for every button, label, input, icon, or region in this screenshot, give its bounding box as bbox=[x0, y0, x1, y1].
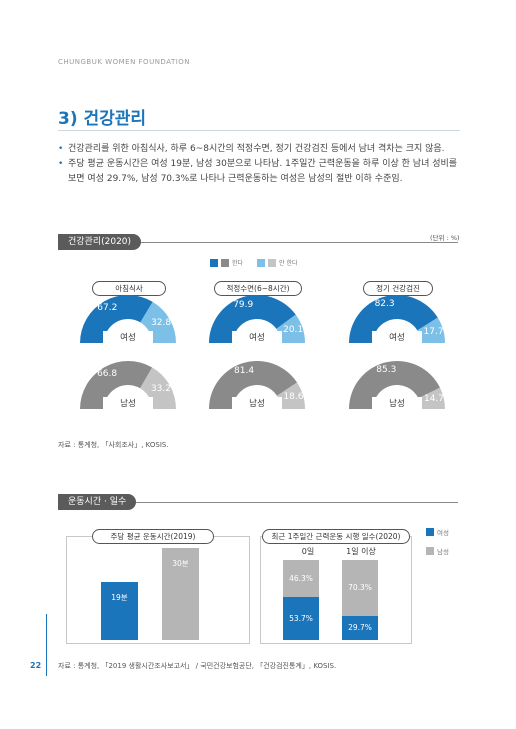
male-center-label: 남성 bbox=[372, 397, 422, 409]
strength-0-female-bar bbox=[283, 597, 319, 640]
legend-swatch-male bbox=[426, 547, 434, 555]
section2-source: 자료 : 통계청, 「2019 생활시간조사보고서」 / 국민건강보험공단, 「… bbox=[58, 662, 337, 670]
legend-do-label: 한다 bbox=[232, 260, 244, 267]
legend-swatch-male-do bbox=[221, 258, 229, 267]
female-dont-value: 17.7 bbox=[423, 326, 444, 337]
legend-swatch-female bbox=[426, 528, 434, 536]
female-do-value: 67.2 bbox=[97, 302, 118, 313]
strength-1plus-male-label: 70.3% bbox=[348, 583, 372, 593]
female-do-segment bbox=[80, 295, 153, 343]
page-number: 22 bbox=[30, 661, 42, 670]
strength-days-title: 최근 1주일간 근력운동 시행 일수(2020) bbox=[262, 529, 410, 544]
donut-legend: 한다 안 한다 bbox=[210, 258, 298, 267]
title-rule bbox=[58, 130, 460, 131]
male-dont-segment bbox=[140, 367, 176, 409]
female-center-label: 여성 bbox=[372, 331, 422, 343]
legend-swatch-female-do bbox=[210, 258, 218, 267]
male-do-segment bbox=[209, 361, 298, 409]
male-do-value: 85.3 bbox=[376, 365, 397, 375]
male-do-value: 81.4 bbox=[234, 365, 255, 376]
legend-female: 여성 bbox=[426, 527, 449, 537]
strength-1plus-female-label: 29.7% bbox=[348, 623, 372, 633]
bullet-list: 건강관리를 위한 아침식사, 하루 6~8시간의 적정수면, 정기 건강검진 등… bbox=[58, 142, 468, 187]
female-dont-value: 32.8 bbox=[151, 318, 172, 329]
strength-0-male-bar bbox=[283, 560, 319, 598]
female-dont-value: 20.1 bbox=[283, 325, 304, 336]
section2-tab: 운동시간 · 일수 bbox=[58, 494, 137, 510]
section1-rule bbox=[58, 242, 458, 243]
exercise-time-box bbox=[66, 536, 250, 644]
male-do-value: 66.8 bbox=[97, 369, 118, 380]
female-dont-segment bbox=[417, 317, 445, 343]
male-center-label: 남성 bbox=[232, 397, 282, 409]
female-center-label: 여성 bbox=[103, 331, 153, 343]
legend-swatch-female-dont bbox=[257, 258, 266, 267]
exercise-male-label: 30분 bbox=[172, 559, 189, 568]
male-dont-value: 14.7 bbox=[423, 394, 445, 405]
strength-0-female-label: 53.7% bbox=[289, 613, 313, 623]
strength-1plus-male-bar bbox=[342, 560, 378, 617]
bullet-item: 주당 평균 운동시간은 여성 19분, 남성 30분으로 나타남. 1주일간 근… bbox=[58, 157, 468, 187]
female-dont-segment bbox=[276, 314, 305, 343]
exercise-male-bar bbox=[162, 548, 199, 640]
legend-female-label: 여성 bbox=[437, 529, 449, 537]
male-do-segment bbox=[79, 361, 153, 409]
female-do-segment bbox=[349, 295, 438, 343]
male-dont-value: 18.6 bbox=[283, 392, 304, 403]
legend-male-label: 남성 bbox=[437, 548, 449, 556]
page-title: 3) 건강관리 bbox=[58, 109, 147, 129]
male-dont-value: 33.2 bbox=[150, 384, 171, 395]
male-do-segment bbox=[349, 360, 440, 409]
section1-source: 자료 : 통계청, 「사회조사」, KOSIS. bbox=[58, 441, 169, 449]
male-dont-segment bbox=[277, 382, 305, 409]
strength-1plus-female-bar bbox=[342, 616, 378, 640]
bullet-item: 건강관리를 위한 아침식사, 하루 6~8시간의 적정수면, 정기 건강검진 등… bbox=[58, 142, 468, 157]
exercise-female-bar bbox=[101, 581, 138, 640]
female-do-value: 79.9 bbox=[233, 299, 254, 310]
male-dont-segment bbox=[418, 387, 445, 409]
female-do-segment bbox=[209, 295, 296, 343]
legend-dont-label: 안 한다 bbox=[279, 260, 298, 267]
section2-rule bbox=[58, 502, 458, 503]
page-divider bbox=[46, 614, 47, 676]
col-1plus-days: 1일 이상 bbox=[346, 547, 376, 556]
col-0-days: 0일 bbox=[301, 547, 315, 556]
unit-label: (단위 : %) bbox=[430, 234, 460, 242]
female-do-value: 82.3 bbox=[374, 299, 395, 310]
legend-swatch-male-dont bbox=[268, 258, 277, 267]
legend-male: 남성 bbox=[426, 546, 449, 556]
female-center-label: 여성 bbox=[232, 331, 282, 343]
male-center-label: 남성 bbox=[103, 397, 153, 409]
header-foundation: CHUNGBUK WOMEN FOUNDATION bbox=[58, 58, 191, 66]
strength-0-male-label: 46.3% bbox=[289, 573, 313, 583]
exercise-time-title: 주당 평균 운동시간(2019) bbox=[92, 529, 214, 544]
female-dont-segment bbox=[140, 301, 176, 343]
section1-tab: 건강관리(2020) bbox=[58, 234, 142, 250]
exercise-female-label: 19분 bbox=[111, 592, 128, 602]
